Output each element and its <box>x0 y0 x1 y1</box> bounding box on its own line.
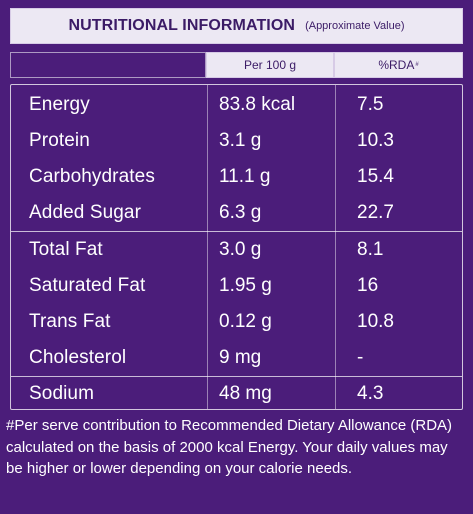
rda-value: 8.1 <box>357 239 384 260</box>
rda-value: 16 <box>357 275 379 296</box>
table-row: Added Sugar 6.3 g 22.7 <box>11 195 462 231</box>
rda-value: 15.4 <box>357 166 394 187</box>
per100-value: 1.95 g <box>219 275 272 296</box>
nutrient-name: Total Fat <box>29 239 103 260</box>
column-header-per100-label: Per 100 g <box>243 58 297 72</box>
rda-superscript: # <box>415 62 419 68</box>
per100-value: 0.12 g <box>219 311 272 332</box>
nutrient-name: Protein <box>29 130 90 151</box>
row-divider <box>11 376 462 377</box>
column-header-nutrient <box>10 52 206 78</box>
per100-value: 9 mg <box>219 347 262 368</box>
nutrition-table: Energy 83.8 kcal 7.5 Protein 3.1 g 10.3 … <box>10 84 463 410</box>
nutrient-name: Carbohydrates <box>29 166 155 187</box>
table-row: Saturated Fat 1.95 g 16 <box>11 268 462 304</box>
column-header-rda-label: %RDA <box>378 58 415 72</box>
nutrient-name: Trans Fat <box>29 311 111 332</box>
column-divider <box>207 85 208 409</box>
table-title: Nutritional Information <box>68 17 296 34</box>
table-row: Carbohydrates 11.1 g 15.4 <box>11 159 462 195</box>
rda-footnote: #Per serve contribution to Recommended D… <box>6 415 458 480</box>
row-divider <box>11 231 462 232</box>
table-title-note: (Approximate Value) <box>305 20 405 32</box>
column-header-per100: Per 100 g <box>206 52 334 78</box>
nutrient-name: Added Sugar <box>29 202 142 223</box>
rda-value: 7.5 <box>357 94 384 115</box>
nutrient-name: Sodium <box>29 383 95 404</box>
nutrient-name: Energy <box>29 94 90 115</box>
nutrient-name: Saturated Fat <box>29 275 146 296</box>
table-title-bar: Nutritional Information (Approximate Val… <box>10 8 463 44</box>
rda-value: 22.7 <box>357 202 394 223</box>
per100-value: 3.0 g <box>219 239 262 260</box>
per100-value: 11.1 g <box>219 166 271 187</box>
column-header-rda: %RDA # <box>334 52 463 78</box>
per100-value: 6.3 g <box>219 202 262 223</box>
per100-value: 3.1 g <box>219 130 262 151</box>
rda-value: 10.3 <box>357 130 394 151</box>
nutrient-name: Cholesterol <box>29 347 127 368</box>
column-divider <box>335 85 336 409</box>
per100-value: 48 mg <box>219 383 272 404</box>
rda-value: - <box>357 347 364 368</box>
table-row: Cholesterol 9 mg - <box>11 340 462 376</box>
table-row: Total Fat 3.0 g 8.1 <box>11 232 462 268</box>
rda-value: 10.8 <box>357 311 394 332</box>
table-row: Energy 83.8 kcal 7.5 <box>11 87 462 123</box>
table-row: Sodium 48 mg 4.3 <box>11 376 462 412</box>
table-row: Trans Fat 0.12 g 10.8 <box>11 304 462 340</box>
per100-value: 83.8 kcal <box>219 94 296 115</box>
table-row: Protein 3.1 g 10.3 <box>11 123 462 159</box>
rda-value: 4.3 <box>357 383 384 404</box>
rda-footnote-text: #Per serve contribution to Recommended D… <box>6 417 453 477</box>
